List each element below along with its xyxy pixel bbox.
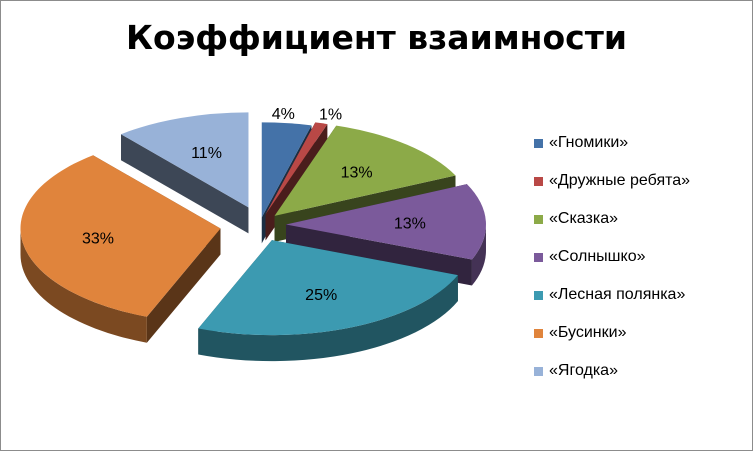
legend-swatch <box>534 253 543 262</box>
data-label: 1% <box>319 107 342 124</box>
data-label: 13% <box>341 165 373 182</box>
pie-slice-side <box>20 228 147 343</box>
legend-label: «Гномики» <box>549 134 629 151</box>
data-label: 13% <box>394 216 426 233</box>
pie-slice-wall <box>146 228 221 343</box>
legend-swatch <box>534 367 543 376</box>
pie-slice-side <box>471 224 486 286</box>
pie-slice-side <box>198 275 458 362</box>
legend-label: «Сказка» <box>549 210 619 227</box>
legend-label: «Бусинки» <box>549 324 627 341</box>
pie-slice <box>274 125 456 216</box>
legend-swatch <box>534 139 543 148</box>
pie-slice <box>120 112 249 208</box>
legend-swatch <box>534 215 543 224</box>
pie-slice <box>20 155 221 317</box>
pie-labels: 4% 1% 13% 13% 25% 33% 11% <box>82 106 426 304</box>
legend-label: «Дружные ребята» <box>549 172 691 189</box>
pie-slice-wall <box>120 134 249 234</box>
data-label: 11% <box>191 145 222 162</box>
legend-swatch <box>534 177 543 186</box>
legend-swatch <box>534 329 543 338</box>
pie-slice <box>285 184 486 260</box>
pie-tops <box>20 112 486 336</box>
pie-slice <box>198 240 458 336</box>
legend-label: «Лесная полянка» <box>549 286 686 303</box>
legend-swatch <box>534 291 543 300</box>
chart-title: Коэффициент взаимности <box>126 18 627 57</box>
legend-label: «Ягодка» <box>549 362 618 379</box>
legend-label: «Солнышко» <box>549 248 646 265</box>
pie-slice <box>261 122 312 218</box>
data-label: 4% <box>272 106 295 123</box>
data-label: 25% <box>305 287 337 304</box>
data-label: 33% <box>82 231 114 248</box>
pie-slice <box>265 122 328 215</box>
